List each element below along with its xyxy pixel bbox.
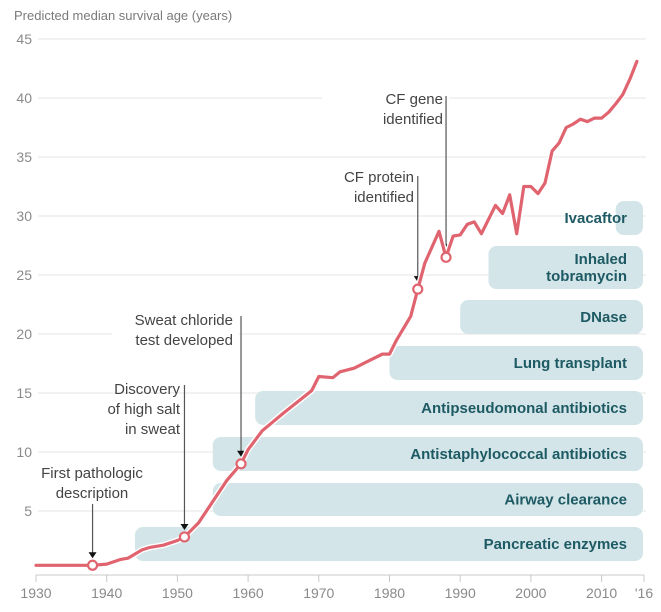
treatment-bar: Antistaphylococcal antibiotics bbox=[212, 437, 643, 471]
annotation-text: Sweat chloride bbox=[135, 312, 233, 329]
treatment-bar: DNase bbox=[460, 300, 643, 334]
annotation: First pathologic description bbox=[41, 465, 143, 559]
annotation: Discovery of high salt in sweat bbox=[107, 381, 189, 530]
arrow-down-icon bbox=[237, 450, 246, 457]
annotation-text: description bbox=[56, 485, 129, 502]
y-tick-label: 35 bbox=[16, 149, 32, 165]
treatment-bar-shape bbox=[615, 201, 643, 235]
annotation-text: CF protein bbox=[344, 169, 414, 186]
x-axis: 1930 1940 1950 1960 1970 1980 1990 2000 2010 '16 bbox=[20, 574, 653, 601]
x-tick-label: 2000 bbox=[515, 585, 546, 601]
treatment-label: Ivacaftor bbox=[564, 210, 627, 227]
y-tick-label: 40 bbox=[16, 90, 32, 106]
x-tick-label: 1960 bbox=[233, 585, 264, 601]
survival-curve-line bbox=[34, 59, 639, 567]
y-axis-title: Predicted median survival age (years) bbox=[14, 8, 232, 23]
treatment-bar-shape bbox=[212, 437, 643, 471]
milestone-point bbox=[178, 531, 191, 543]
y-tick-label: 25 bbox=[16, 267, 32, 283]
annotation-text: of high salt bbox=[107, 401, 180, 418]
arrow-down-icon bbox=[180, 523, 189, 530]
annotation-bg bbox=[322, 88, 449, 132]
treatment-bar: Pancreatic enzymes bbox=[134, 527, 643, 561]
annotation-text: CF gene bbox=[385, 91, 443, 108]
treatment-bar-shape bbox=[212, 483, 643, 516]
annotation-text: identified bbox=[383, 111, 443, 128]
annotation: CF gene identified bbox=[322, 88, 451, 251]
treatment-bar: Antipseudomonal antibiotics bbox=[255, 391, 644, 425]
x-tick-label: 1990 bbox=[445, 585, 476, 601]
treatment-label: Pancreatic enzymes bbox=[484, 536, 627, 553]
x-tick-label: 1940 bbox=[91, 585, 122, 601]
x-tick-label: '16 bbox=[635, 585, 653, 601]
treatment-label: tobramycin bbox=[546, 268, 627, 285]
y-tick-label: 10 bbox=[16, 444, 32, 460]
treatment-label: Airway clearance bbox=[504, 492, 627, 509]
treatment-bar: Lung transplant bbox=[389, 346, 643, 380]
treatment-bar-shape bbox=[389, 346, 643, 380]
treatment-label: DNase bbox=[580, 309, 627, 326]
x-tick-label: 1980 bbox=[374, 585, 405, 601]
annotation-text: identified bbox=[354, 189, 414, 206]
milestone-point bbox=[86, 559, 99, 571]
x-tick-label: 1970 bbox=[303, 585, 334, 601]
survival-curve bbox=[34, 59, 640, 569]
treatment-bar: Airway clearance bbox=[212, 483, 643, 516]
y-tick-labels: 45 40 35 30 25 20 15 10 5 bbox=[16, 31, 32, 519]
treatment-label: Antistaphylococcal antibiotics bbox=[410, 446, 627, 463]
treatment-bar-shape bbox=[460, 300, 643, 334]
annotations: First pathologic description Discovery of h… bbox=[41, 88, 451, 559]
x-tick-label: 2010 bbox=[586, 585, 617, 601]
annotation-text: First pathologic bbox=[41, 465, 143, 482]
treatment-label: Lung transplant bbox=[514, 355, 627, 372]
annotation-text: test developed bbox=[135, 332, 233, 349]
treatment-bar-shape bbox=[488, 246, 643, 289]
arrow-down-icon bbox=[88, 552, 97, 559]
treatment-bar-shape bbox=[255, 391, 644, 425]
milestone-point bbox=[235, 458, 247, 470]
milestone-point bbox=[440, 251, 452, 263]
y-tick-label: 5 bbox=[24, 503, 32, 519]
y-tick-label: 15 bbox=[16, 385, 32, 401]
treatment-bar: Ivacaftor bbox=[564, 201, 643, 235]
treatment-bar-shape bbox=[134, 527, 643, 561]
treatment-label: Antipseudomonal antibiotics bbox=[421, 400, 627, 417]
y-tick-label: 30 bbox=[16, 208, 32, 224]
milestone-markers bbox=[86, 251, 452, 571]
annotation-text: in sweat bbox=[125, 421, 181, 438]
x-tick-label: 1930 bbox=[20, 585, 51, 601]
x-tick-label: 1950 bbox=[162, 585, 193, 601]
y-tick-label: 20 bbox=[16, 326, 32, 342]
treatment-label: Inhaled bbox=[574, 251, 627, 268]
annotation-bg bbox=[112, 309, 239, 353]
annotation-text: Discovery bbox=[114, 381, 180, 398]
annotation: Sweat chloride test developed bbox=[112, 309, 246, 457]
milestone-point bbox=[412, 283, 424, 295]
annotation: CF protein identified bbox=[344, 169, 422, 283]
y-tick-label: 45 bbox=[16, 31, 32, 47]
